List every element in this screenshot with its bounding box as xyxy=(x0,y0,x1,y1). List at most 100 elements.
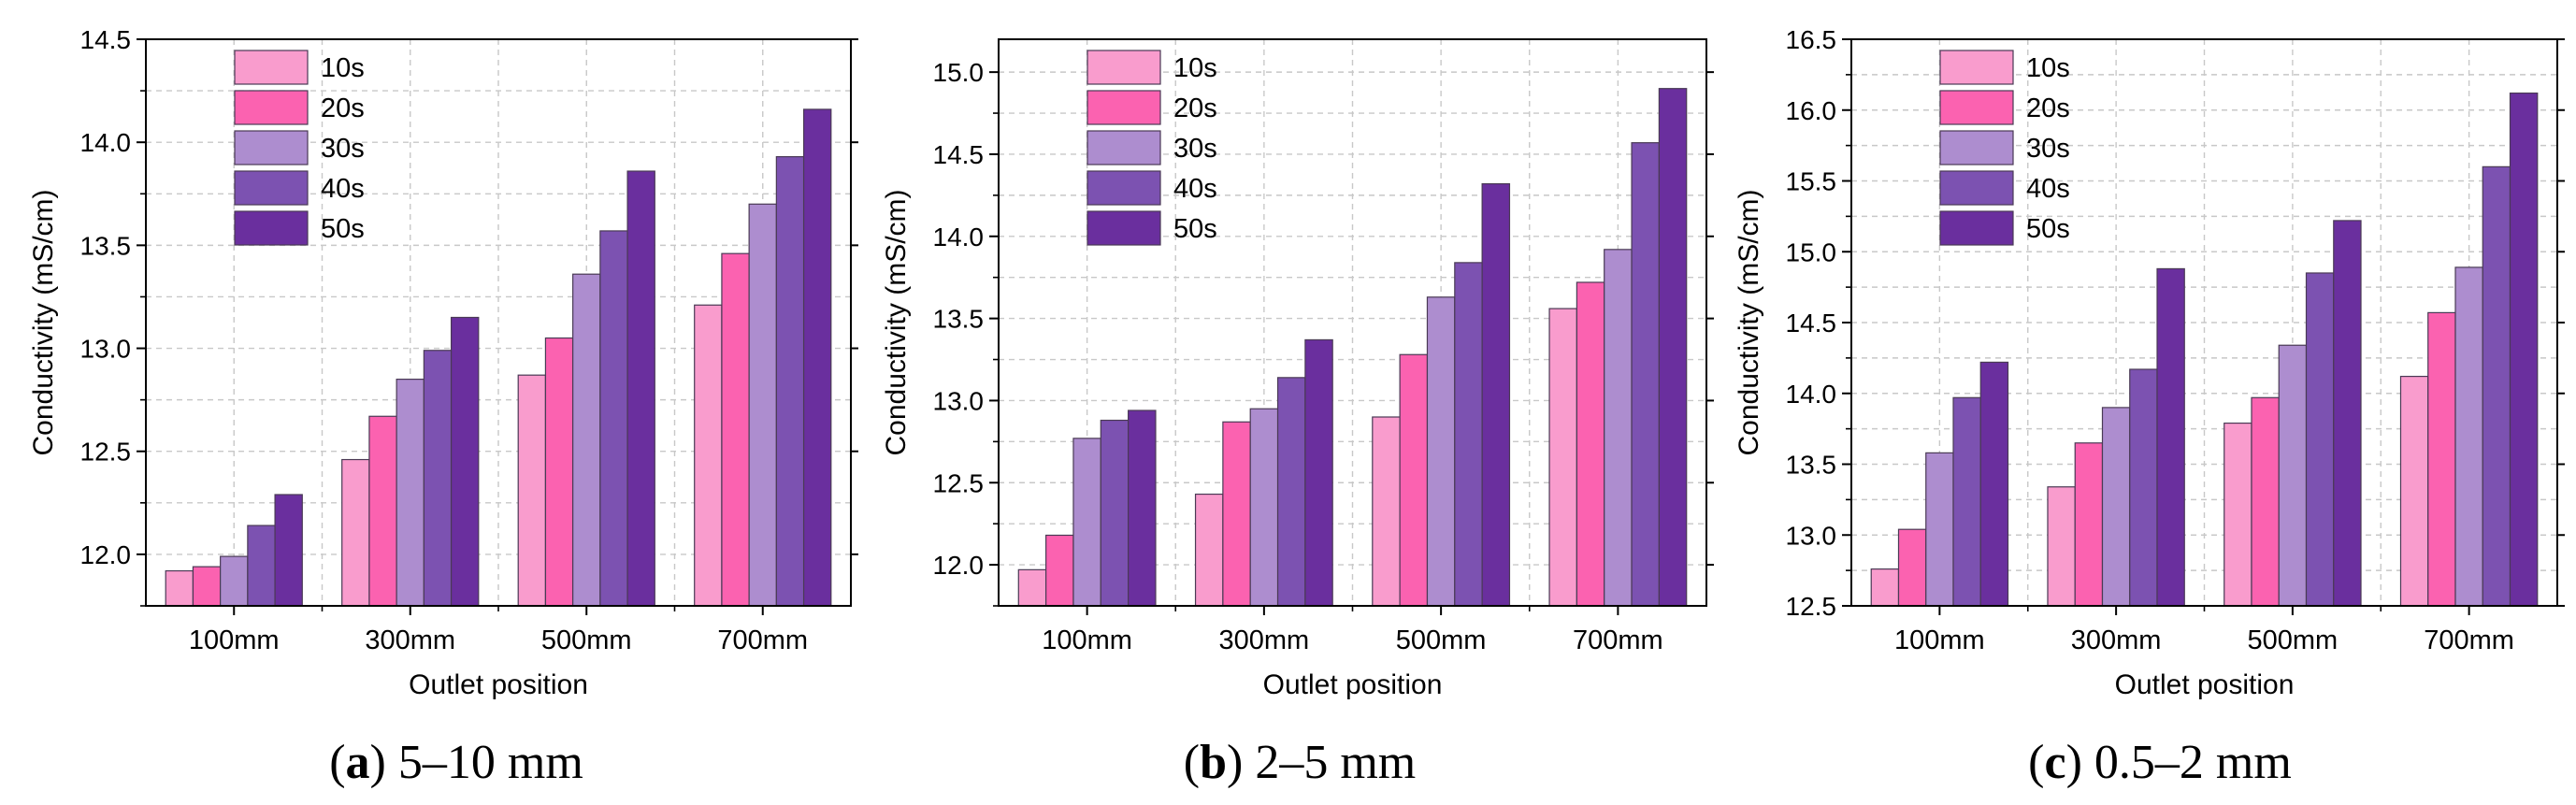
y-tick-label: 14.0 xyxy=(1786,380,1837,409)
bar-30s-300mm xyxy=(1249,408,1279,607)
bar-10s-100mm xyxy=(1017,568,1047,607)
caption-letter: a xyxy=(346,736,370,789)
bar-50s-300mm xyxy=(2156,267,2185,607)
bar-40s-700mm xyxy=(775,156,805,607)
legend: 10s 20s 30s 40s 50s xyxy=(1939,50,2070,246)
y-tick-label: 15.0 xyxy=(1786,237,1837,266)
legend: 10s 20s 30s 40s 50s xyxy=(1087,50,1217,246)
bars xyxy=(1017,88,1688,607)
bars xyxy=(1870,92,2539,607)
bar-20s-700mm xyxy=(1576,281,1605,607)
legend-swatch-20s xyxy=(1939,90,2014,125)
bar-50s-700mm xyxy=(2509,92,2539,607)
y-tick-label: 14.5 xyxy=(933,140,985,169)
x-axis: 100mm 300mm 500mm 700mm xyxy=(189,606,808,655)
bar-20s-100mm xyxy=(192,566,222,607)
y-tick-label: 13.0 xyxy=(933,386,985,415)
legend-swatch-20s xyxy=(234,90,309,125)
bar-40s-300mm xyxy=(2129,368,2158,607)
caption-letter: b xyxy=(1200,736,1227,789)
chart-panel-a: 12.0 12.5 13.0 13.5 14.0 14.5 100mm 300mm 500mm 7… xyxy=(28,25,858,789)
legend-swatch-40s xyxy=(1939,170,2014,206)
y-axis-label: Conductivity (mS/cm) xyxy=(1734,189,1764,455)
caption-text: 2–5 mm xyxy=(1243,736,1416,789)
x-tick-label: 300mm xyxy=(1219,625,1310,655)
x-axis-label: Outlet position xyxy=(2115,669,2295,700)
bar-50s-700mm xyxy=(1658,88,1688,607)
legend-swatch-50s xyxy=(234,210,309,246)
bar-20s-300mm xyxy=(2074,442,2104,607)
panel-caption: (b) 2–5 mm xyxy=(1184,736,1416,789)
y-tick-label: 16.0 xyxy=(1786,96,1837,125)
y-axis-label: Conductivity (mS/cm) xyxy=(881,189,912,455)
bar-30s-100mm xyxy=(1925,452,1954,607)
bar-20s-100mm xyxy=(1045,534,1074,607)
bar-20s-500mm xyxy=(1399,353,1429,607)
bar-10s-500mm xyxy=(517,374,547,607)
y-axis: 12.0 12.5 13.0 13.5 14.0 14.5 15.0 xyxy=(933,58,1714,607)
x-axis: 100mm 300mm 500mm 700mm xyxy=(1042,606,1663,655)
legend-label: 40s xyxy=(321,174,365,204)
legend-label: 30s xyxy=(2026,134,2070,164)
bar-40s-700mm xyxy=(2482,165,2511,607)
bar-10s-500mm xyxy=(2223,422,2252,607)
panel-caption: (a) 5–10 mm xyxy=(329,736,583,789)
bar-30s-700mm xyxy=(1604,249,1633,607)
bar-30s-100mm xyxy=(1072,438,1101,607)
legend-label: 10s xyxy=(2026,53,2070,83)
y-tick-label: 14.5 xyxy=(80,25,132,54)
y-tick-label: 15.0 xyxy=(933,58,985,87)
bar-20s-700mm xyxy=(2427,311,2456,607)
bar-10s-700mm xyxy=(2399,375,2429,607)
y-tick-label: 12.5 xyxy=(1786,592,1837,621)
bar-50s-500mm xyxy=(1481,182,1511,607)
bar-10s-100mm xyxy=(165,569,194,607)
legend-swatch-40s xyxy=(1087,170,1161,206)
x-axis: 100mm 300mm 500mm 700mm xyxy=(1894,606,2514,655)
bar-30s-700mm xyxy=(2454,266,2483,607)
bar-20s-300mm xyxy=(368,415,397,607)
x-tick-label: 300mm xyxy=(365,625,455,655)
bar-30s-100mm xyxy=(220,555,249,607)
y-axis: 12.0 12.5 13.0 13.5 14.0 14.5 xyxy=(80,25,858,607)
caption-text: 5–10 mm xyxy=(386,736,583,789)
caption-paren-open: ( xyxy=(2028,736,2044,789)
legend-label: 20s xyxy=(2026,93,2070,123)
bar-10s-700mm xyxy=(1548,308,1577,607)
bar-50s-700mm xyxy=(802,108,832,607)
bar-10s-300mm xyxy=(1194,493,1224,607)
legend-swatch-30s xyxy=(234,130,309,165)
x-tick-label: 700mm xyxy=(717,625,808,655)
caption-text: 0.5–2 mm xyxy=(2082,736,2292,789)
bar-40s-100mm xyxy=(1100,419,1130,607)
bar-10s-700mm xyxy=(694,304,723,607)
y-tick-label: 13.5 xyxy=(80,231,132,260)
legend-label: 40s xyxy=(2026,174,2070,204)
bar-20s-700mm xyxy=(721,252,750,607)
legend-label: 20s xyxy=(321,93,365,123)
legend-label: 30s xyxy=(321,134,365,164)
y-tick-label: 13.5 xyxy=(1786,451,1837,480)
legend-label: 50s xyxy=(2026,214,2070,244)
bar-10s-500mm xyxy=(1372,416,1401,607)
bar-40s-100mm xyxy=(1952,396,1981,607)
y-tick-label: 13.0 xyxy=(80,335,132,364)
bar-50s-500mm xyxy=(2333,220,2362,607)
caption-paren-close: ) xyxy=(2066,736,2082,789)
caption-paren-close: ) xyxy=(370,736,386,789)
y-tick-label: 14.0 xyxy=(80,128,132,157)
legend-swatch-10s xyxy=(1939,50,2014,85)
x-tick-label: 100mm xyxy=(189,625,280,655)
x-tick-label: 500mm xyxy=(541,625,632,655)
legend-label: 50s xyxy=(1173,214,1217,244)
legend-label: 20s xyxy=(1173,93,1217,123)
bar-50s-100mm xyxy=(1128,410,1157,607)
x-tick-label: 100mm xyxy=(1894,625,1985,655)
y-tick-label: 16.5 xyxy=(1786,25,1837,54)
bar-40s-300mm xyxy=(1276,377,1306,607)
bar-30s-500mm xyxy=(572,273,601,607)
bar-30s-300mm xyxy=(396,379,425,607)
y-tick-label: 12.0 xyxy=(933,551,985,580)
